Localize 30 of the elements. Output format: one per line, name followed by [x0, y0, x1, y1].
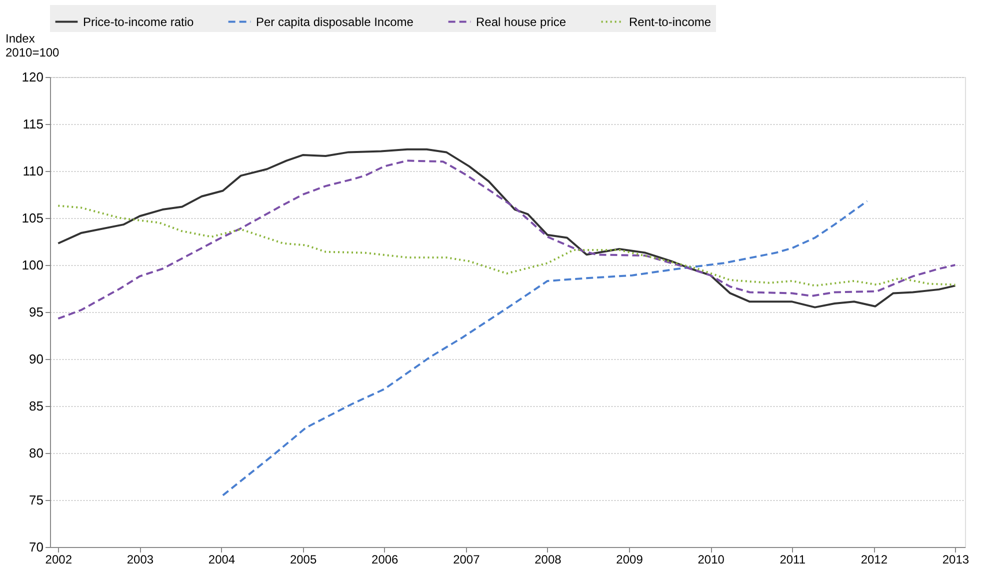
y-tick-label: 85 — [29, 398, 44, 414]
y-tick-label: 100 — [22, 258, 44, 272]
legend-label: Real house price — [476, 14, 566, 29]
legend-label: Price-to-income ratio — [83, 14, 194, 29]
x-tick-label: 2003 — [126, 552, 154, 566]
x-tick-label: 2011 — [780, 552, 806, 566]
y-tick-label: 80 — [29, 446, 44, 460]
line-series — [57, 204, 956, 287]
legend-label: Per capita disposable Income — [256, 14, 414, 29]
x-tick-label: 2013 — [942, 552, 970, 566]
x-tick-label: 2005 — [290, 552, 317, 566]
x-tick-label: 2002 — [45, 552, 72, 566]
line-series — [222, 200, 868, 496]
y-tick-label: 70 — [29, 540, 44, 554]
x-tick-label: 2004 — [208, 552, 236, 566]
y-axis-title: Index 2010=100 — [6, 32, 60, 60]
legend-label: Rent-to-income — [629, 14, 712, 29]
x-tick-label: 2007 — [453, 552, 480, 566]
y-tick-label: 75 — [29, 492, 44, 508]
y-tick-label: 120 — [22, 70, 44, 84]
y-tick-label: 110 — [22, 164, 44, 178]
x-tick-label: 2012 — [860, 552, 888, 566]
x-tick-label: 2006 — [372, 552, 399, 566]
y-tick-label: 95 — [29, 304, 44, 320]
y-tick-label: 105 — [22, 210, 44, 226]
y-tick-label: 90 — [29, 352, 44, 366]
x-tick-label: 2010 — [698, 552, 725, 566]
x-tick-label: 2008 — [534, 552, 562, 566]
x-tick-label: 2009 — [616, 552, 644, 566]
y-tick-label: 115 — [22, 116, 44, 132]
